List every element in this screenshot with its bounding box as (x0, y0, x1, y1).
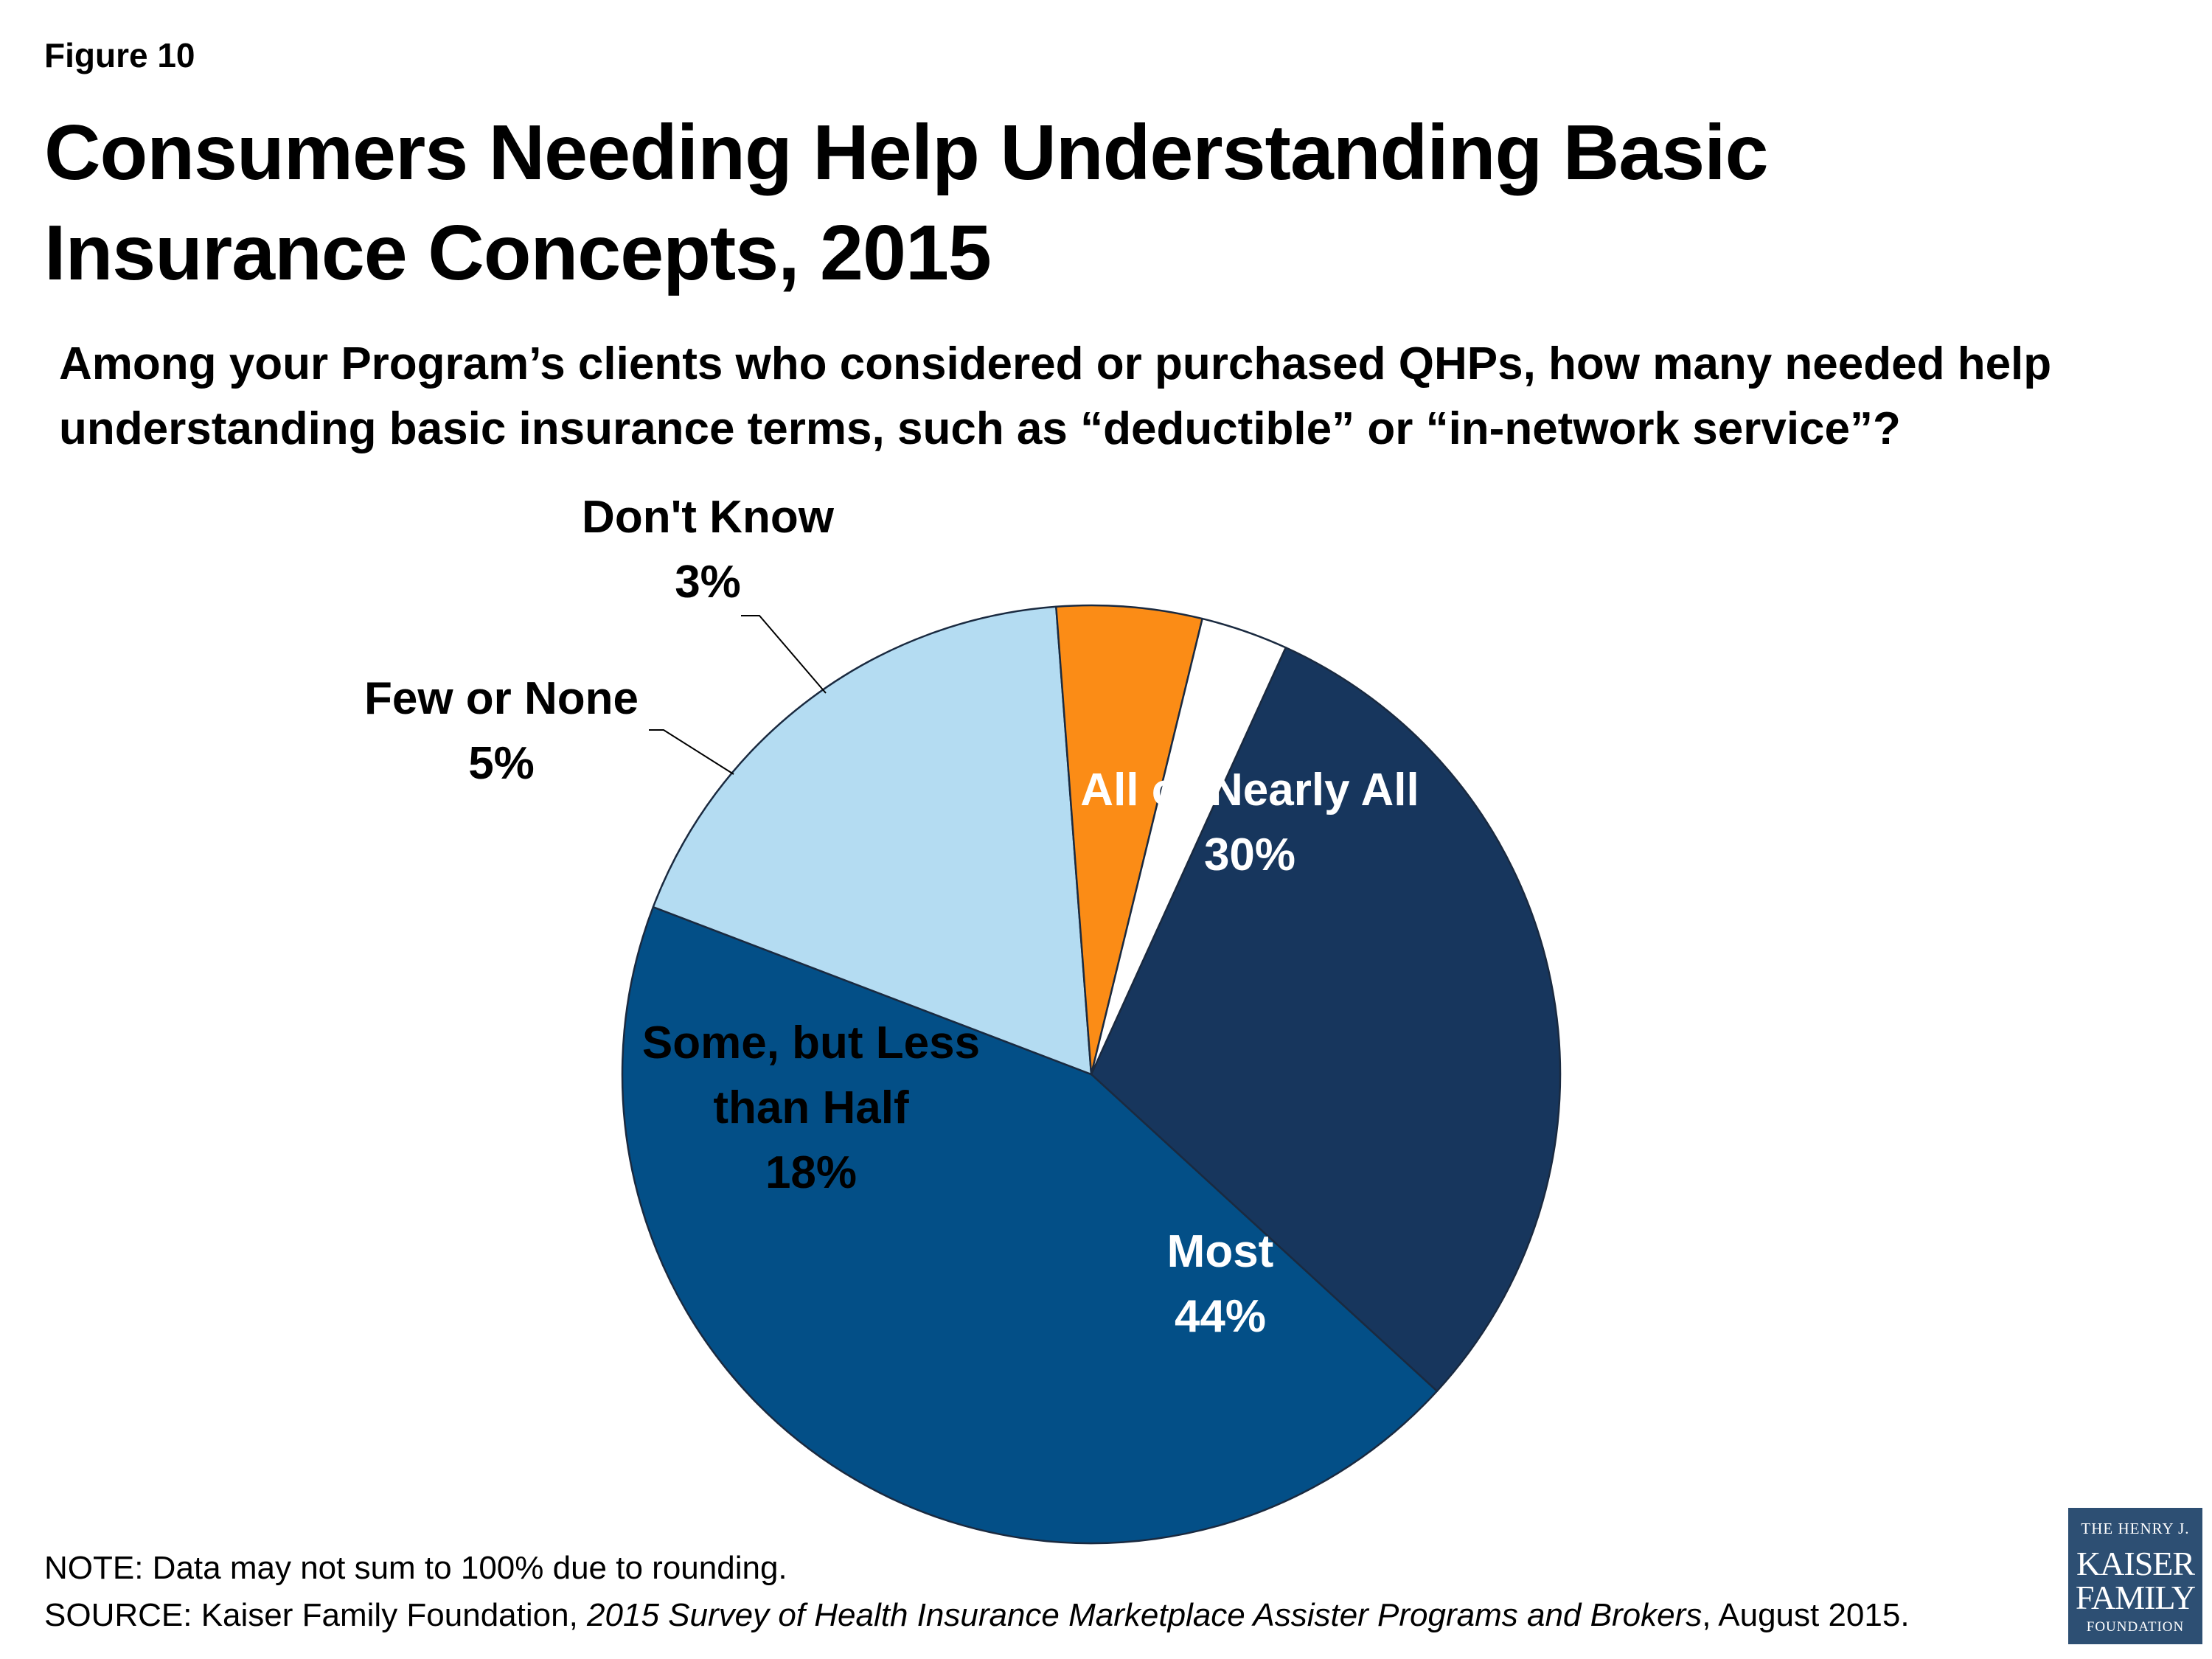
slice-label-most: Most 44% (1167, 1226, 1274, 1342)
figure-label: Figure 10 (44, 36, 195, 74)
slice-name: Some, but Less (642, 1018, 980, 1068)
leader-lines (649, 615, 827, 775)
chart-notes: NOTE: Data may not sum to 100% due to ro… (44, 1545, 2035, 1639)
note-text: NOTE: Data may not sum to 100% due to ro… (44, 1550, 787, 1586)
slice-value: 44% (1175, 1291, 1266, 1342)
slice-name: Few or None (364, 673, 639, 724)
slice-name: Don't Know (582, 492, 835, 543)
slice-value: 18% (765, 1147, 857, 1198)
slice-value: 30% (1204, 830, 1295, 880)
slice-name: than Half (713, 1082, 909, 1133)
logo-line-1: THE HENRY J. (2081, 1520, 2190, 1537)
pie-slice-all-or-nearly-all (1090, 647, 1562, 1392)
source-text: SOURCE: Kaiser Family Foundation, 2015 S… (44, 1592, 2035, 1639)
logo-line-3: FAMILY (2075, 1579, 2196, 1616)
source-prefix: SOURCE: Kaiser Family Foundation, (44, 1596, 588, 1633)
pie-slice-few-or-none (1055, 604, 1203, 1076)
leader-line-few-or-none (649, 729, 734, 775)
kff-logo: THE HENRY J. KAISER FAMILY FOUNDATION (2068, 1508, 2202, 1644)
slice-name: All or Nearly All (1080, 765, 1419, 815)
pie-slice-some-but-less-than-half (652, 605, 1093, 1076)
slice-labels: All or Nearly All 30% Most 44% Some, but Les… (364, 492, 1419, 1342)
slice-name: Most (1167, 1226, 1274, 1277)
pie-slice-don-t-know (1090, 617, 1287, 1076)
slice-value: 3% (675, 557, 741, 608)
logo-line-4: FOUNDATION (2086, 1619, 2185, 1635)
slice-label-some-but-less-than-half: Some, but Less than Half 18% (642, 1018, 980, 1198)
leader-line-don-t-know (741, 615, 827, 694)
slice-label-all-or-nearly-all: All or Nearly All 30% (1080, 765, 1419, 880)
logo-line-2: KAISER (2076, 1545, 2195, 1582)
source-title: 2015 Survey of Health Insurance Marketpl… (587, 1596, 1703, 1633)
pie-slice-most (621, 905, 1439, 1545)
source-suffix: , August 2015. (1702, 1596, 1910, 1633)
chart-subtitle: Among your Program’s clients who conside… (59, 338, 2052, 455)
slice-value: 5% (468, 738, 535, 789)
slice-label-don-t-know: Don't Know 3% (582, 492, 835, 608)
pie-slices (621, 604, 1562, 1545)
chart-title: Consumers Needing Help Understanding Bas… (44, 109, 1769, 296)
slice-label-few-or-none: Few or None 5% (364, 673, 639, 789)
